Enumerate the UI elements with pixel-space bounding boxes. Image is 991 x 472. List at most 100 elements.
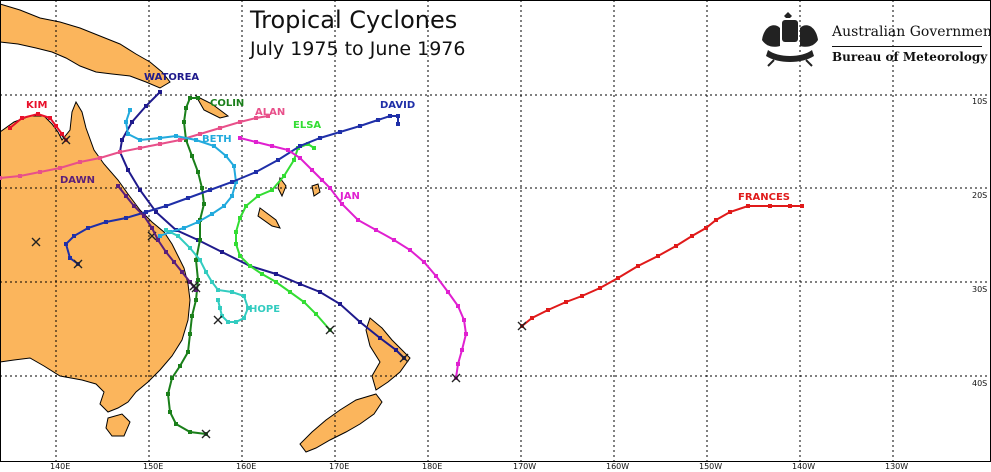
cyclone-label-david: DAVID [380,100,415,111]
track-point-elsa [302,300,306,304]
government-branding: Australian Government Bureau of Meteorol… [754,10,991,70]
track-point-alan [118,150,122,154]
vanuatu-islands [277,176,287,198]
track-point-colin [188,430,192,434]
new-zealand-north-island [365,317,411,391]
track-end-marker [189,281,199,291]
track-point-frances [656,254,660,258]
lon-label: 150W [699,462,722,471]
track-point-dawn [172,260,176,264]
track-point-watorea [158,90,162,94]
lon-label: 160W [606,462,629,471]
track-point-hope [234,320,238,324]
track-point-david [358,124,362,128]
track-point-david [338,130,342,134]
track-point-david [298,144,302,148]
latitude-labels: 10S 20S 30S 40S [972,97,987,388]
track-point-frances [800,204,804,208]
track-point-beth [158,136,162,140]
track-point-beth [234,180,238,184]
track-point-beth [182,226,186,230]
track-point-alan [78,160,82,164]
track-point-jan [298,156,302,160]
track-point-jan [462,318,466,322]
track-end-marker-hope [213,315,223,325]
track-point-watorea [144,104,148,108]
track-point-frances [704,226,708,230]
lon-label: 170E [329,462,349,471]
track-point-dawn [124,194,128,198]
track-point-frances [690,234,694,238]
cyclone-label-colin: COLIN [210,98,244,109]
track-point-jan [374,228,378,232]
track-point-jan [254,140,258,144]
track-point-hope [210,280,214,284]
track-point-beth [194,138,198,142]
track-end-marker-frances [517,321,527,331]
track-point-kim [8,126,12,130]
track-point-dawn [194,288,198,292]
new-caledonia-island [257,207,281,229]
track-point-frances [714,218,718,222]
track-point-colin [202,202,206,206]
track-point-colin [190,154,194,158]
map-subtitle: July 1975 to June 1976 [250,38,466,60]
track-point-beth [222,204,226,208]
track-point-hope [242,294,246,298]
track-point-jan [422,260,426,264]
track-point-david [254,170,258,174]
map-title: Tropical Cyclones [250,6,458,34]
lon-label: 150E [143,462,163,471]
track-point-elsa [248,264,252,268]
track-point-colin [184,106,188,110]
track-point-david [124,216,128,220]
track-point-colin [196,96,200,100]
track-point-david [318,136,322,140]
track-point-elsa [282,174,286,178]
track-point-hope [204,270,208,274]
cyclone-label-beth: BETH [202,134,232,145]
track-point-david [64,242,68,246]
lat-label: 40S [972,379,987,388]
track-point-jan [464,332,468,336]
track-point-hope [218,306,222,310]
track-point-watorea [378,336,382,340]
track-point-jan [340,202,344,206]
track-point-beth [196,220,200,224]
track-point-kim [36,112,40,116]
track-point-david [208,188,212,192]
track-point-jan [286,148,290,152]
track-line-elsa [235,142,331,331]
track-point-david [186,196,190,200]
track-point-david [144,210,148,214]
track-point-dawn [156,238,160,242]
track-line-hope [165,229,250,323]
track-point-elsa [234,230,238,234]
track-point-frances [788,204,792,208]
track-point-kim [54,124,58,128]
track-end-marker-david [73,259,83,269]
lat-label: 30S [972,285,987,294]
track-point-colin [194,258,198,262]
track-point-alan [58,166,62,170]
track-point-alan [18,174,22,178]
track-point-beth [230,194,234,198]
track-point-david [396,122,400,126]
track-point-elsa [234,242,238,246]
track-point-elsa [270,188,274,192]
track-line-david [64,115,399,265]
track-point-alan [98,156,102,160]
track-point-hope [216,298,220,302]
track-point-elsa [260,272,264,276]
cyclone-label-watorea: WATOREA [144,72,199,83]
track-point-hope [226,320,230,324]
track-point-beth [138,138,142,142]
track-point-frances [546,308,550,312]
graticule [0,0,991,462]
cyclone-label-hope: HOPE [249,304,280,315]
track-end-marker-kim [61,135,71,145]
cyclone-label-kim: KIM [26,100,47,111]
track-point-frances [636,264,640,268]
track-point-jan [434,274,438,278]
